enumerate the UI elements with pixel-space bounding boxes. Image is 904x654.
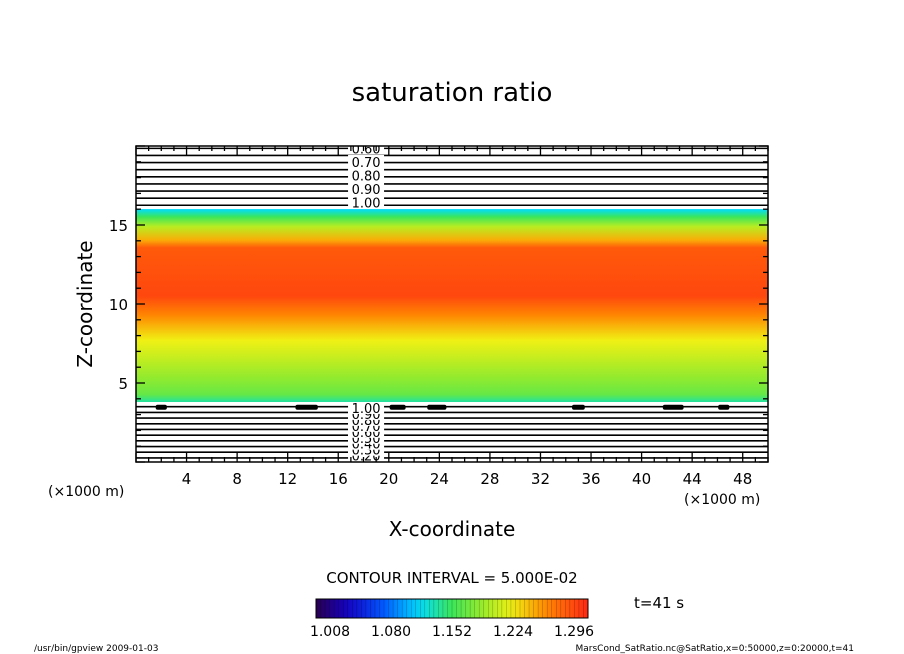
x-tick-label: 20 [379,470,398,488]
contour-blob [155,404,167,410]
x-tick-label: 40 [632,470,651,488]
contour-label: 0.90 [352,183,381,198]
contour-label-bg [348,181,385,195]
contour-label: 1.00 [352,402,381,417]
x-tick-label: 24 [430,470,449,488]
x-tick-label: 28 [480,470,499,488]
y-tick-label: 15 [109,217,128,235]
contour-label: 1.00 [352,196,381,211]
contour-label: 0.70 [352,156,381,171]
upper-contour-lines [136,147,768,207]
contour-labels: 0.600.700.800.901.000.200.300.400.500.60… [348,143,385,462]
contour-label-bg [348,168,385,182]
y-axis-label: Z-coordinate [73,240,97,367]
colorbar-stripes [320,599,584,618]
colorbar-tick-label: 1.224 [493,624,533,640]
x-tick-label: 36 [581,470,600,488]
x-tick-label: 8 [232,470,242,488]
contour-blob [389,404,406,410]
contour-label: 0.60 [352,143,381,158]
footer-left: /usr/bin/gpview 2009-01-03 [34,644,158,654]
x-axis-label: X-coordinate [389,517,516,541]
colorbar-frame [315,598,589,619]
x-axis-ticks: 4 8 12 16 20 24 28 32 36 40 44 48 [135,146,769,488]
contour-blob [295,404,318,410]
contour-blob [427,404,447,410]
x-tick-label: 16 [329,470,348,488]
colorbar-tick-label: 1.152 [432,624,472,640]
y-tick-label: 5 [118,375,128,393]
contour-label: 0.80 [352,169,381,184]
chart-title: saturation ratio [352,78,553,108]
colorbar-tick-labels: 1.008 1.080 1.152 1.224 1.296 [310,624,594,640]
contour-blob [572,404,585,410]
contour-blob [718,404,730,410]
x-unit-left: (×1000 m) [48,484,124,500]
contour-label-bg [348,401,385,414]
x-tick-label: 12 [278,470,297,488]
contour-label-bg [348,155,385,169]
contour-label-bg [348,146,385,155]
contour-blob [662,404,684,410]
colorbar [316,599,588,618]
x-unit-right: (×1000 m) [684,492,760,508]
plot-area: 0.600.700.800.901.000.200.300.400.500.60… [136,143,768,462]
x-tick-label: 4 [182,470,192,488]
time-label: t=41 s [634,594,684,612]
contour-label-bg [348,195,385,209]
y-axis-ticks: 5 10 15 [109,145,768,463]
contour-interval-label: CONTOUR INTERVAL = 5.000E-02 [326,569,577,587]
colorbar-tick-label: 1.008 [310,624,350,640]
dark-contour-blobs [155,404,730,410]
colorbar-tick-label: 1.296 [554,624,594,640]
y-tick-label: 10 [109,296,128,314]
lower-contour-lines [136,405,768,459]
colorbar-tick-label: 1.080 [371,624,411,640]
x-tick-label: 32 [531,470,550,488]
x-tick-label: 44 [683,470,702,488]
x-tick-label: 48 [733,470,752,488]
footer-right: MarsCond_SatRatio.nc@SatRatio,x=0:50000,… [576,644,854,654]
